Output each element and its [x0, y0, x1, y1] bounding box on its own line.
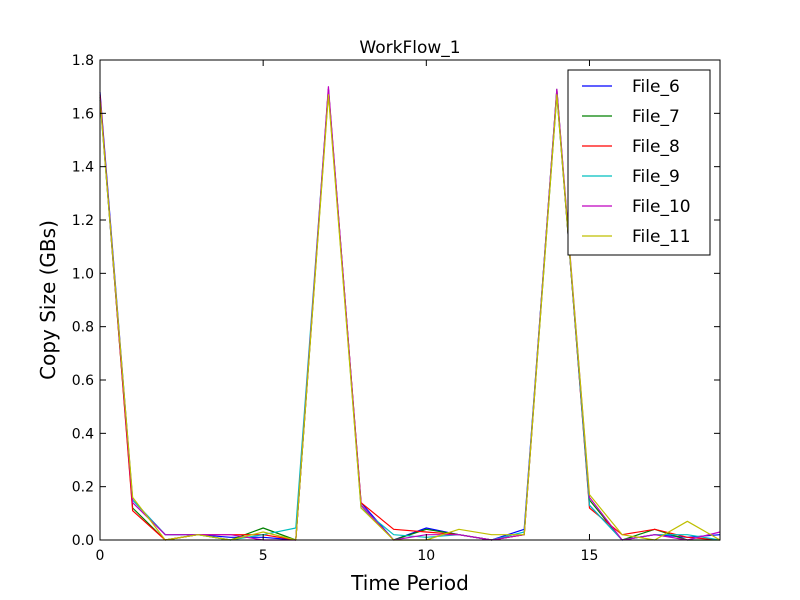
ticks-layer: 0 5 10 15 0.0 0.2 0.4 0.6 0.8 1.0 1.2 1.4 1.6 1.8 — [72, 53, 720, 564]
y-tick-label: 1.2 — [72, 213, 94, 229]
y-axis-title: Copy Size (GBs) — [36, 220, 60, 380]
y-tick-label: 0.2 — [72, 480, 94, 496]
legend-label: File_11 — [632, 227, 691, 247]
y-tick-label: 1.8 — [72, 53, 94, 69]
y-tick-label: 1.6 — [72, 106, 94, 122]
y-tick-label: 0.4 — [72, 426, 94, 442]
x-tick-label: 5 — [259, 548, 268, 564]
y-tick-label: 0.0 — [72, 533, 94, 549]
y-tick-label: 1.0 — [72, 266, 94, 282]
plot-frame — [99, 59, 721, 541]
x-tick-label: 15 — [581, 548, 599, 564]
chart-title: WorkFlow_1 — [359, 38, 460, 58]
x-tick-label: 0 — [96, 548, 105, 564]
legend-label: File_7 — [632, 107, 680, 127]
x-axis-title: Time Period — [350, 571, 469, 595]
x-tick-label: 10 — [417, 548, 435, 564]
legend-label: File_6 — [632, 77, 680, 97]
legend-frame — [567, 69, 711, 256]
y-tick-label: 1.4 — [72, 160, 94, 176]
legend-label: File_8 — [632, 137, 680, 157]
legend-items: File_6 File_7 File_8 File_9 File_10 File_11 — [582, 77, 691, 247]
legend-label: File_10 — [632, 197, 691, 217]
y-tick-label: 0.6 — [72, 373, 94, 389]
series-line-file-10 — [99, 86, 721, 541]
y-tick-label: 0.8 — [72, 320, 94, 336]
legend-label: File_9 — [632, 167, 680, 187]
legend: File_6 File_7 File_8 File_9 File_10 File_11 — [567, 69, 711, 256]
